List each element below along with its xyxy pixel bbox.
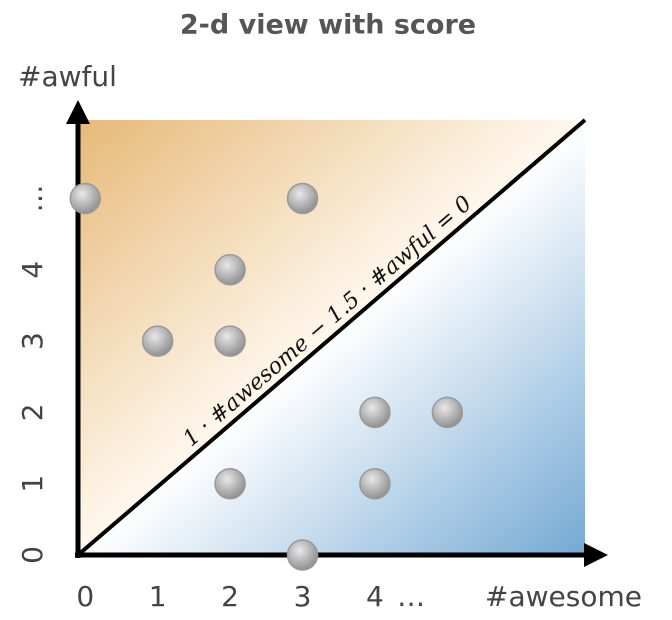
data-point xyxy=(286,182,319,215)
data-point xyxy=(359,467,391,500)
y-arrow xyxy=(66,100,90,124)
y-axis-label: #awful xyxy=(18,60,117,93)
data-point xyxy=(359,396,391,429)
data-point xyxy=(286,539,319,571)
y-tick-label: 3 xyxy=(16,332,49,350)
y-tick-label: 4 xyxy=(16,261,49,279)
y-tick-label: 2 xyxy=(16,403,49,421)
x-arrow xyxy=(584,543,608,567)
x-tick-label: 4 xyxy=(366,580,384,613)
x-tick-label: 0 xyxy=(76,580,94,613)
data-point xyxy=(431,396,464,429)
x-tick-label: … xyxy=(397,580,425,613)
chart-title: 2-d view with score xyxy=(180,10,476,41)
data-point xyxy=(141,325,174,357)
y-tick-label: 1 xyxy=(16,475,49,493)
y-tick-label: 0 xyxy=(16,546,49,564)
data-point xyxy=(214,325,246,357)
data-point xyxy=(214,467,246,500)
data-point xyxy=(69,182,101,215)
x-tick-label: 2 xyxy=(221,580,239,613)
x-tick-label: 3 xyxy=(294,580,312,613)
y-tick-label: … xyxy=(16,184,49,212)
x-axis-label: #awesome xyxy=(485,580,642,613)
decision-boundary xyxy=(76,118,587,557)
x-tick-label: 1 xyxy=(149,580,167,613)
data-point xyxy=(214,254,246,286)
